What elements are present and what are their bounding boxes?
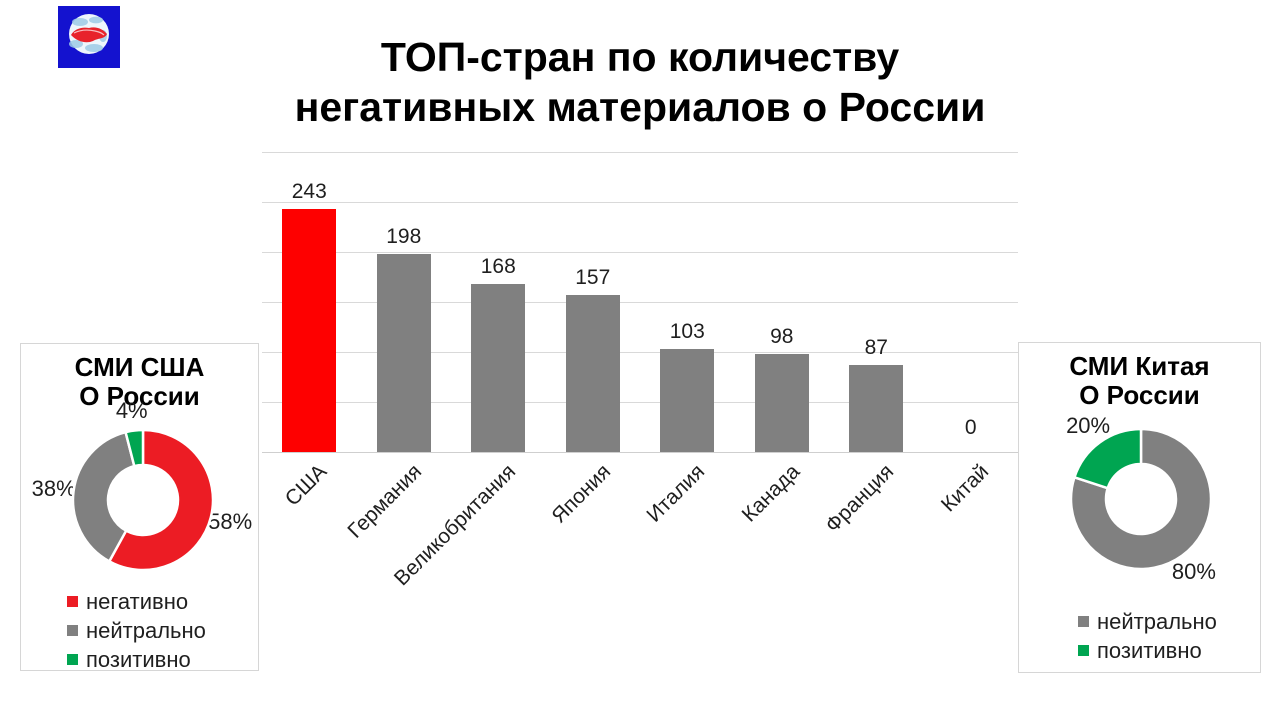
china-panel-title: СМИ Китая О России: [1019, 351, 1260, 411]
china-media-panel: СМИ Китая О России 80% 20% нейтрально позит…: [1018, 342, 1261, 673]
globe-logo: [58, 6, 120, 68]
usa-media-donut: [71, 428, 215, 572]
pct-label-нейтрально: 38%: [31, 475, 76, 501]
category-label-Германия: Германия: [343, 460, 427, 543]
bar-chart: 243 США 198 Германия 168 Великобритания 157 Япо…: [262, 152, 1018, 590]
legend-swatch-icon: [67, 596, 78, 607]
legend-swatch-icon: [1078, 616, 1089, 627]
page-title: ТОП-стран по количеству негативных матер…: [240, 32, 1040, 133]
usa-media-panel: СМИ США О России 58% 38% 4% негативно нейтра…: [20, 343, 259, 671]
bar-value-label: 87: [864, 336, 888, 359]
china-panel-title-line2: О России: [1079, 380, 1200, 411]
donut-slice-позитивно: [124, 428, 145, 468]
category-label-Великобритания: Великобритания: [390, 460, 521, 591]
donut-slice-нейтрально: [71, 430, 136, 564]
globe-logo-icon: [58, 6, 120, 68]
gridline: [262, 402, 1018, 403]
bar-value-label: 0: [964, 416, 977, 439]
legend-item-нейтрально: нейтрально: [67, 616, 206, 645]
bar-value-label: 198: [386, 225, 422, 248]
bar-Италия: [660, 349, 715, 452]
legend: нейтрально позитивно: [1078, 607, 1217, 665]
gridline: [262, 302, 1018, 303]
legend-label: негативно: [86, 588, 189, 614]
donut-slice-нейтрально: [1069, 427, 1213, 571]
legend-label: нейтрально: [1097, 608, 1217, 634]
legend: негативно нейтрально позитивно: [67, 587, 206, 674]
legend-swatch-icon: [1078, 645, 1089, 656]
bar-value-label: 168: [480, 255, 516, 278]
bar-Япония: [565, 295, 620, 452]
category-label-Китай: Китай: [936, 460, 994, 517]
gridline: [262, 202, 1018, 203]
legend-item-нейтрально: нейтрально: [1078, 607, 1217, 636]
pct-label-нейтрально: 80%: [1171, 558, 1216, 584]
legend-swatch-icon: [67, 654, 78, 665]
legend-label: позитивно: [1097, 637, 1202, 663]
category-label-Канада: Канада: [737, 460, 805, 527]
legend-label: нейтрально: [86, 617, 206, 643]
bar-value-label: 98: [770, 325, 794, 348]
page-title-line2: негативных материалов о России: [294, 84, 986, 131]
bar-Великобритания: [471, 284, 526, 452]
category-label-Италия: Италия: [642, 460, 710, 527]
bar-Франция: [849, 365, 904, 452]
gridline: [262, 252, 1018, 253]
bar-Канада: [754, 354, 809, 452]
legend-item-позитивно: позитивно: [67, 645, 206, 674]
china-media-donut: [1069, 427, 1213, 571]
usa-panel-title-line1: СМИ США: [74, 352, 205, 382]
donut-slice-негативно: [107, 428, 215, 572]
bar-value-label: 243: [291, 180, 327, 203]
donut-slice-позитивно: [1072, 427, 1143, 490]
pct-label-негативно: 58%: [208, 509, 253, 535]
bar-value-label: 157: [575, 266, 611, 289]
legend-label: позитивно: [86, 646, 191, 672]
china-panel-title-line1: СМИ Китая: [1069, 351, 1210, 381]
category-label-Франция: Франция: [821, 460, 899, 538]
bar-США: [282, 209, 337, 452]
legend-item-позитивно: позитивно: [1078, 636, 1217, 665]
pct-label-позитивно: 20%: [1066, 413, 1111, 439]
gridline: [262, 152, 1018, 153]
gridline: [262, 352, 1018, 353]
category-label-Япония: Япония: [547, 460, 616, 528]
pct-label-позитивно: 4%: [115, 397, 148, 423]
bar-value-label: 103: [669, 320, 705, 343]
bar-Германия: [376, 254, 431, 452]
x-axis-line: [262, 452, 1018, 453]
legend-item-негативно: негативно: [67, 587, 206, 616]
page-title-line1: ТОП-стран по количеству: [380, 34, 900, 80]
usa-panel-title: СМИ США О России: [21, 352, 258, 412]
usa-panel-title-line2: О России: [79, 381, 200, 412]
legend-swatch-icon: [67, 625, 78, 636]
